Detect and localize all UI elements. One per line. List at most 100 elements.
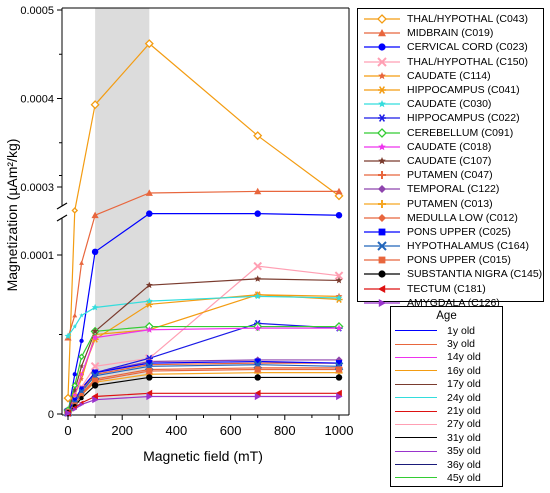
- legend-marker: [378, 213, 386, 222]
- data-point: [254, 324, 262, 332]
- sample-legend-label: PONS UPPER (C025): [407, 225, 511, 238]
- legend-symbol: [364, 100, 400, 108]
- data-point: [72, 397, 77, 402]
- legend-marker: [377, 56, 387, 67]
- sample-legend-item: TECTUM (C181): [358, 282, 543, 296]
- sample-legend-label: HIPPOCAMPUS (C041): [407, 84, 520, 97]
- data-point: [79, 386, 84, 391]
- legend-marker: [377, 241, 387, 251]
- legend-symbol: [364, 241, 400, 251]
- data-point: [146, 360, 153, 367]
- series-line: [67, 42, 340, 399]
- age-legend-item: 14y old: [391, 351, 502, 364]
- age-legend-title: Age: [436, 310, 457, 322]
- data-point: [254, 366, 261, 373]
- legend-marker: [378, 185, 386, 194]
- data-point: [91, 248, 99, 256]
- age-legend-label: 17y old: [447, 378, 481, 391]
- data-point: [254, 210, 261, 217]
- data-point: [336, 392, 343, 401]
- legend-marker: [378, 228, 386, 236]
- age-legend: Age 1y old 3y old 14y old 16y old 17y old 24y…: [390, 306, 503, 487]
- legend-symbol: [364, 270, 400, 279]
- data-point: [91, 303, 99, 311]
- age-legend-label: 35y old: [447, 445, 481, 458]
- legend-symbol: [364, 127, 400, 138]
- age-legend-line: [395, 330, 437, 332]
- x-tick-label: 200: [111, 423, 133, 438]
- age-legend-label: 3y old: [447, 338, 476, 351]
- data-point: [92, 377, 99, 384]
- data-point: [254, 392, 262, 401]
- legend-marker: [378, 171, 386, 180]
- data-point: [145, 297, 153, 305]
- data-point: [79, 376, 84, 381]
- data-point: [254, 358, 261, 365]
- sample-legend-label: AMYGDALA (C126): [407, 296, 500, 309]
- age-legend-label: 45y old: [447, 471, 481, 484]
- age-legend-label: 14y old: [447, 351, 481, 364]
- legend-marker: [378, 142, 386, 151]
- sample-legend-label: MEDULLA LOW (C012): [407, 211, 518, 224]
- sample-legend-item: PUTAMEN (C047): [358, 168, 543, 182]
- age-legend-item: 27y old: [391, 418, 502, 431]
- age-legend-label: 16y old: [447, 364, 481, 377]
- age-legend-label: 27y old: [447, 418, 481, 431]
- data-point: [79, 313, 84, 318]
- sample-legend-item: THAL/HYPOTHAL (C150): [358, 55, 543, 69]
- legend-symbol: [364, 71, 400, 80]
- sample-legend-label: CERVICAL CORD (C023): [407, 41, 528, 54]
- age-legend-line: [395, 437, 437, 439]
- data-point: [72, 387, 78, 393]
- age-legend-label: 31y old: [447, 431, 481, 444]
- sample-legend-item: AMYGDALA (C126): [358, 296, 543, 310]
- data-point: [91, 382, 99, 389]
- legend-symbol: [364, 213, 400, 222]
- age-legend-label: 24y old: [447, 391, 481, 404]
- data-point: [72, 406, 78, 412]
- axis-break-mark: [56, 214, 68, 222]
- sample-legend-label: PONS UPPER (C015): [407, 254, 511, 267]
- data-point: [145, 189, 153, 196]
- age-legend-item: 24y old: [391, 391, 502, 404]
- axis-break-mark: [56, 202, 68, 210]
- age-legend-line: [395, 343, 437, 345]
- age-legend-item: 45y old: [391, 471, 502, 484]
- data-point: [72, 324, 78, 329]
- legend-marker: [378, 43, 386, 52]
- sample-legend-item: HIPPOCAMPUS (C022): [358, 111, 543, 125]
- x-tick-label: 0: [64, 423, 71, 438]
- sample-legend-label: SUBSTANTIA NIGRA (C145): [407, 268, 543, 281]
- legend-marker: [378, 86, 386, 94]
- data-point: [145, 281, 153, 289]
- data-point: [79, 392, 84, 397]
- data-point: [335, 324, 343, 332]
- data-point: [335, 360, 343, 367]
- data-point: [146, 374, 153, 381]
- legend-marker: [377, 127, 387, 138]
- sample-legend-label: CEREBELLUM (C091): [407, 126, 514, 139]
- y-axis-label: Magnetization (µAm²/kg): [4, 139, 20, 292]
- data-point: [91, 327, 99, 335]
- x-tick-label: 1000: [325, 423, 354, 438]
- data-point: [92, 369, 99, 376]
- legend-marker: [378, 71, 386, 80]
- y-tick-label: 0.0001: [20, 250, 54, 262]
- data-point: [79, 260, 84, 265]
- legend-symbol: [364, 228, 400, 236]
- sample-legend-label: TEMPORAL (C122): [407, 183, 500, 196]
- data-point: [145, 389, 153, 397]
- sample-legend-item: CAUDATE (C114): [358, 69, 543, 83]
- y-tick-label: 0: [48, 409, 54, 421]
- sample-legend: THAL/HYPOTHAL (C043) MIDBRAIN (C019) CERVI…: [357, 8, 544, 309]
- sample-legend-label: THAL/HYPOTHAL (C150): [407, 55, 528, 68]
- legend-marker: [378, 29, 386, 37]
- data-point: [64, 332, 72, 339]
- sample-legend-item: PONS UPPER (C025): [358, 225, 543, 239]
- legend-symbol: [364, 185, 400, 194]
- sample-legend-label: CAUDATE (C030): [407, 98, 492, 111]
- data-point: [254, 187, 262, 195]
- age-legend-label: 36y old: [447, 458, 481, 471]
- data-point: [146, 210, 153, 217]
- data-point: [65, 409, 72, 417]
